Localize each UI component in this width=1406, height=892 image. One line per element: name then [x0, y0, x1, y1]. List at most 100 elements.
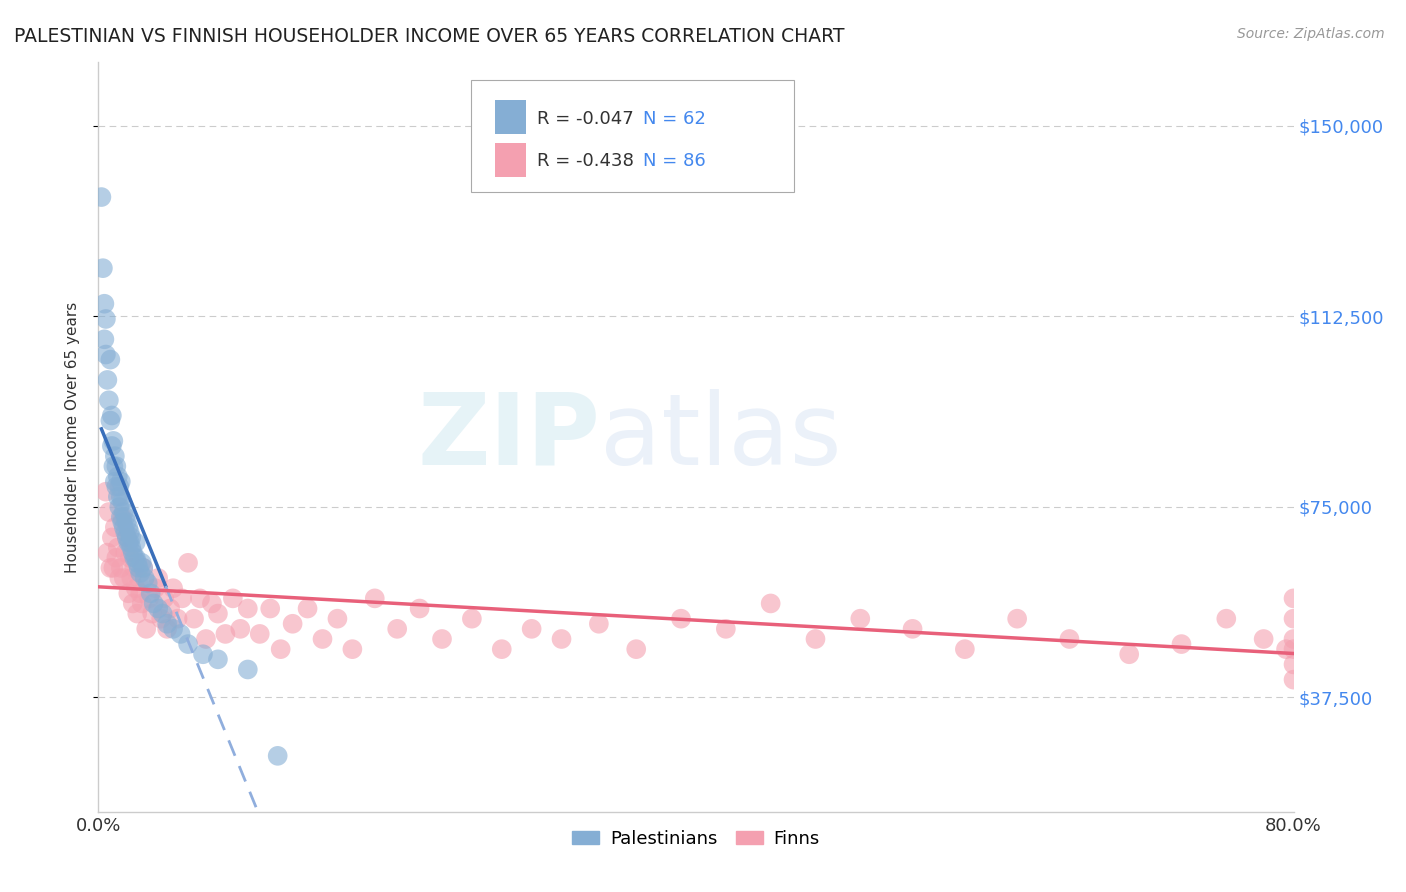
Point	[162, 581, 184, 595]
Point	[128, 561, 150, 575]
Point	[267, 748, 290, 763]
Point	[96, 546, 118, 560]
Point	[364, 591, 387, 606]
Point	[115, 530, 138, 544]
Point	[1005, 612, 1028, 626]
Point	[120, 541, 142, 555]
Point	[98, 352, 122, 367]
Point	[112, 520, 135, 534]
Point	[111, 515, 134, 529]
Point	[177, 637, 200, 651]
Point	[107, 541, 129, 555]
Text: R = -0.438: R = -0.438	[537, 153, 634, 170]
Point	[98, 561, 122, 575]
Text: atlas: atlas	[600, 389, 842, 485]
Point	[129, 566, 152, 580]
Point	[214, 627, 236, 641]
Point	[191, 647, 214, 661]
Legend: Palestinians, Finns: Palestinians, Finns	[565, 822, 827, 855]
Point	[1118, 647, 1140, 661]
Point	[195, 632, 218, 646]
Point	[121, 546, 143, 560]
Point	[115, 530, 138, 544]
Point	[156, 622, 179, 636]
Point	[166, 612, 188, 626]
Point	[804, 632, 827, 646]
Point	[128, 571, 150, 585]
Point	[1282, 657, 1305, 672]
Point	[111, 495, 134, 509]
Point	[901, 622, 924, 636]
Point	[1282, 642, 1305, 657]
Point	[98, 413, 122, 427]
Point	[93, 297, 115, 311]
Point	[127, 607, 149, 621]
Point	[118, 525, 141, 540]
Point	[183, 612, 205, 626]
Point	[108, 571, 131, 585]
Point	[550, 632, 572, 646]
Point	[1059, 632, 1081, 646]
Point	[103, 434, 125, 448]
Point	[1215, 612, 1237, 626]
Point	[1253, 632, 1275, 646]
Point	[201, 597, 224, 611]
Point	[115, 515, 138, 529]
Point	[139, 586, 162, 600]
Point	[124, 550, 146, 565]
Point	[249, 627, 271, 641]
Point	[93, 332, 115, 346]
Point	[142, 597, 165, 611]
Point	[229, 622, 252, 636]
Point	[159, 601, 181, 615]
Y-axis label: Householder Income Over 65 years: Householder Income Over 65 years	[65, 301, 80, 573]
Point	[461, 612, 484, 626]
Point	[125, 550, 148, 565]
Text: ZIP: ZIP	[418, 389, 600, 485]
Point	[114, 546, 136, 560]
Point	[326, 612, 349, 626]
Point	[94, 347, 117, 361]
Point	[759, 597, 782, 611]
Point	[150, 612, 173, 626]
Point	[714, 622, 737, 636]
Point	[156, 616, 179, 631]
Text: PALESTINIAN VS FINNISH HOUSEHOLDER INCOME OVER 65 YEARS CORRELATION CHART: PALESTINIAN VS FINNISH HOUSEHOLDER INCOM…	[14, 27, 845, 45]
Point	[105, 480, 128, 494]
Point	[112, 505, 135, 519]
Point	[112, 571, 135, 585]
Point	[104, 520, 127, 534]
Point	[131, 597, 153, 611]
Point	[491, 642, 513, 657]
Point	[117, 586, 139, 600]
Point	[120, 571, 142, 585]
Point	[281, 616, 304, 631]
Point	[101, 439, 124, 453]
Point	[96, 373, 118, 387]
Point	[236, 663, 259, 677]
Point	[111, 510, 134, 524]
Point	[103, 561, 125, 575]
Point	[125, 581, 148, 595]
Point	[1170, 637, 1192, 651]
Point	[103, 459, 125, 474]
Point	[588, 616, 610, 631]
Point	[118, 550, 141, 565]
Point	[124, 561, 146, 575]
Point	[105, 459, 128, 474]
Point	[97, 505, 120, 519]
Point	[118, 535, 141, 549]
Point	[105, 550, 128, 565]
Point	[125, 535, 148, 549]
Point	[669, 612, 692, 626]
Point	[120, 530, 142, 544]
Point	[104, 475, 127, 489]
Point	[270, 642, 292, 657]
Point	[110, 490, 132, 504]
Point	[1282, 673, 1305, 687]
Point	[110, 475, 132, 489]
Point	[408, 601, 430, 615]
Point	[104, 449, 127, 463]
Point	[97, 393, 120, 408]
Point	[138, 591, 160, 606]
